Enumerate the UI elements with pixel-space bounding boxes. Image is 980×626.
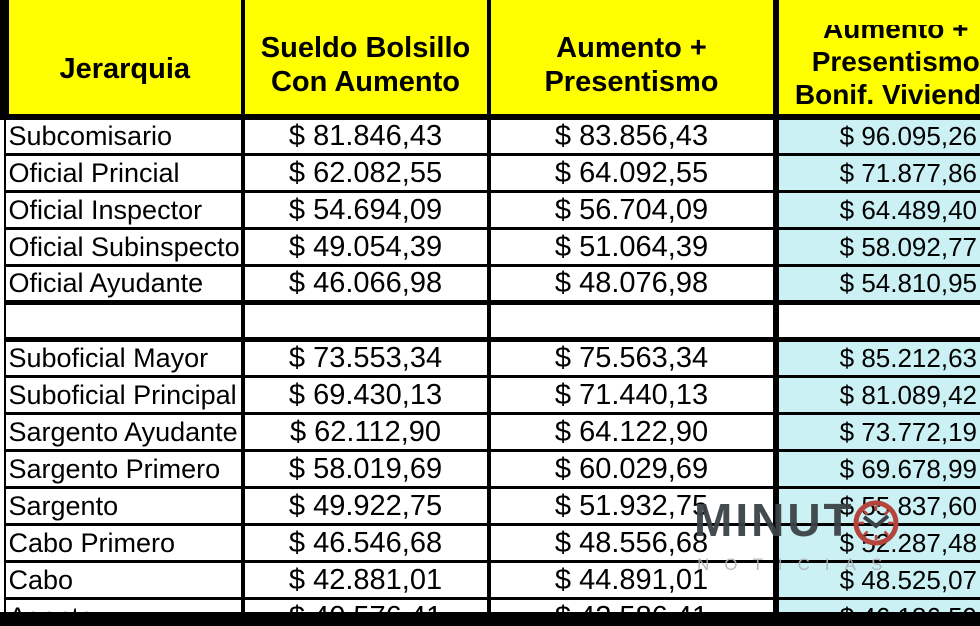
value-cell-highlight: $ 96.095,26 — [774, 115, 980, 156]
rank-cell: Oficial Inspector — [3, 190, 245, 230]
header-aumento-presentismo-vivienda: Aumento + Presentismo Bonif. Vivienda — [774, 0, 980, 120]
value-cell: $ 64.092,55 — [487, 153, 779, 193]
clock-icon — [852, 499, 900, 552]
value-cell-highlight: $ 73.772,19 — [774, 412, 980, 452]
watermark-brand-text: MINUT — [694, 494, 855, 546]
header-row: Jerarquia Sueldo Bolsillo Con Aumento Au… — [0, 0, 980, 120]
value-cell: $ 62.082,55 — [241, 153, 491, 193]
header-label: Presentismo — [544, 66, 719, 98]
table-row: Oficial Princial $ 62.082,55 $ 64.092,55… — [3, 153, 980, 193]
header-jerarquia: Jerarquia — [0, 0, 245, 120]
header-label: Con Aumento — [270, 66, 460, 98]
value-cell: $ 73.553,34 — [241, 338, 491, 378]
table-row: Sargento Ayudante $ 62.112,90 $ 64.122,9… — [3, 412, 980, 452]
rank-cell: Cabo Primero — [3, 523, 245, 563]
header-label-clipped: Aumento + — [823, 25, 969, 44]
value-cell — [241, 300, 491, 342]
value-cell-highlight: $ 58.092,77 — [774, 227, 980, 267]
value-cell: $ 46.066,98 — [241, 264, 491, 304]
value-cell: $ 46.546,68 — [241, 523, 491, 563]
rank-cell: Suboficial Principal — [3, 375, 245, 415]
table-row: Cabo $ 42.881,01 $ 44.891,01 $ 48.525,07 — [3, 560, 980, 600]
value-cell: $ 83.856,43 — [487, 115, 779, 156]
rank-cell: Sargento Ayudante — [3, 412, 245, 452]
header-sueldo-bolsillo: Sueldo Bolsillo Con Aumento — [241, 0, 491, 120]
value-cell: $ 75.563,34 — [487, 338, 779, 378]
rank-cell: Sargento — [3, 486, 245, 526]
value-cell-highlight: $ 54.810,95 — [774, 264, 980, 304]
value-cell: $ 81.846,43 — [241, 115, 491, 156]
table-row: Sargento $ 49.922,75 $ 51.932,75 $ 55.83… — [3, 486, 980, 526]
value-cell: $ 42.881,01 — [241, 560, 491, 600]
value-cell: $ 54.694,09 — [241, 190, 491, 230]
value-cell-highlight: $ 71.877,86 — [774, 153, 980, 193]
watermark: MINUT NOTICIAS — [694, 497, 900, 574]
value-cell: $ 44.891,01 — [487, 560, 779, 600]
table-row: Oficial Ayudante $ 46.066,98 $ 48.076,98… — [3, 264, 980, 304]
rank-cell: Suboficial Mayor — [3, 338, 245, 378]
value-cell: $ 58.019,69 — [241, 449, 491, 489]
value-cell: $ 60.029,69 — [487, 449, 779, 489]
rank-cell: Sargento Primero — [3, 449, 245, 489]
value-cell — [774, 300, 980, 342]
rank-cell — [3, 300, 245, 342]
value-cell: $ 62.112,90 — [241, 412, 491, 452]
rank-cell: Subcomisario — [3, 115, 245, 156]
rank-cell: Cabo — [3, 560, 245, 600]
value-cell-highlight: $ 48.525,07 — [774, 560, 980, 600]
value-cell: $ 48.076,98 — [487, 264, 779, 304]
header-label: Aumento + — [556, 32, 707, 64]
separator-row — [3, 300, 980, 342]
rank-cell: Oficial Subinspector — [3, 227, 245, 267]
value-cell-highlight: $ 85.212,63 — [774, 338, 980, 378]
table-row: Suboficial Mayor $ 73.553,34 $ 75.563,34… — [3, 338, 980, 378]
value-cell: $ 64.122,90 — [487, 412, 779, 452]
header-label: Presentismo — [811, 46, 980, 77]
bottom-border-bar — [0, 612, 980, 626]
value-cell: $ 51.932,75 — [487, 486, 779, 526]
value-cell: $ 71.440,13 — [487, 375, 779, 415]
value-cell: $ 49.922,75 — [241, 486, 491, 526]
rank-cell: Oficial Princial — [3, 153, 245, 193]
value-cell-highlight: $ 81.089,42 — [774, 375, 980, 415]
value-cell-highlight: $ 64.489,40 — [774, 190, 980, 230]
header-label: Jerarquia — [59, 53, 191, 85]
header-label: Bonif. Vivienda — [794, 79, 980, 110]
value-cell: $ 56.704,09 — [487, 190, 779, 230]
header-aumento-presentismo: Aumento + Presentismo — [487, 0, 779, 120]
value-cell — [487, 300, 779, 342]
value-cell: $ 69.430,13 — [241, 375, 491, 415]
table-row: Oficial Inspector $ 54.694,09 $ 56.704,0… — [3, 190, 980, 230]
watermark-subtitle: NOTICIAS — [697, 555, 898, 574]
value-cell: $ 51.064,39 — [487, 227, 779, 267]
header-label: Sueldo Bolsillo — [260, 32, 471, 64]
table-row: Subcomisario $ 81.846,43 $ 83.856,43 $ 9… — [3, 115, 980, 156]
value-cell: $ 49.054,39 — [241, 227, 491, 267]
table-row: Sargento Primero $ 58.019,69 $ 60.029,69… — [3, 449, 980, 489]
value-cell: $ 48.556,68 — [487, 523, 779, 563]
table-row: Oficial Subinspector $ 49.054,39 $ 51.06… — [3, 227, 980, 267]
rank-cell: Oficial Ayudante — [3, 264, 245, 304]
table-row: Suboficial Principal $ 69.430,13 $ 71.44… — [3, 375, 980, 415]
value-cell-highlight: $ 69.678,99 — [774, 449, 980, 489]
